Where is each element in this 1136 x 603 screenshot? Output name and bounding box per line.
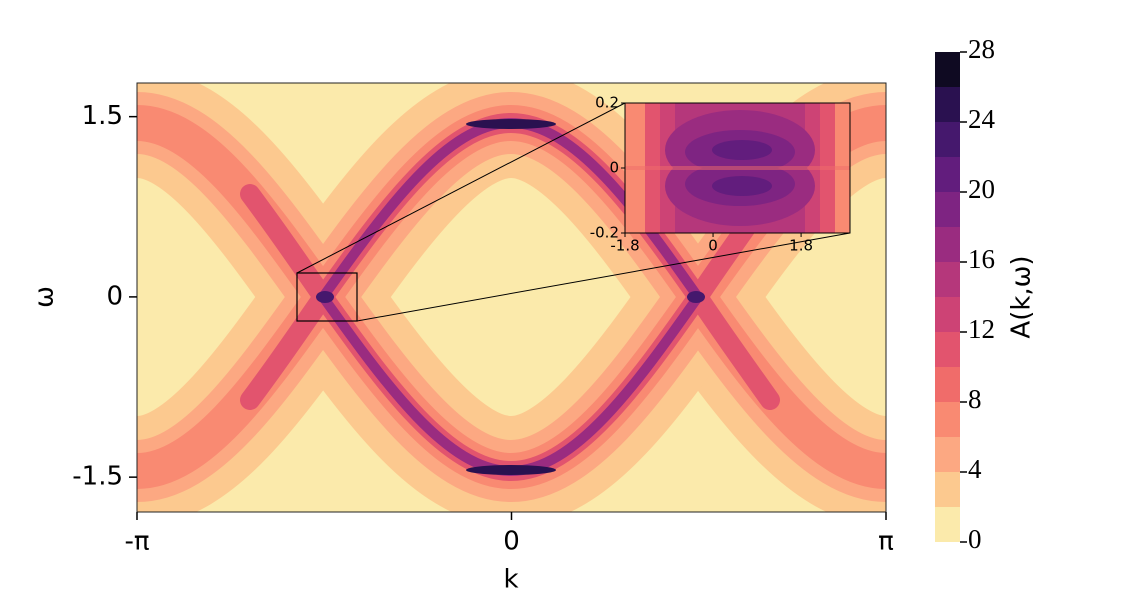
y-tick-label: 1.5	[82, 101, 123, 131]
colorbar-tick-label: 20	[968, 174, 995, 204]
colorbar-band	[935, 52, 960, 87]
inset-heatmap	[625, 103, 850, 233]
colorbar-tick-label: 0	[968, 524, 982, 554]
colorbar-band	[935, 437, 960, 472]
y-axis-label: ω	[30, 286, 60, 308]
y-tick-label: -1.5	[72, 462, 123, 492]
colorbar-tick-label: 8	[968, 384, 982, 414]
colorbar-band	[935, 227, 960, 262]
inset-x-tick-label: 0	[708, 237, 718, 255]
colorbar-tick-label: 28	[968, 34, 995, 64]
colorbar-band	[935, 122, 960, 157]
colorbar-tick-label: 24	[968, 104, 996, 134]
colorbar-band	[935, 367, 960, 402]
colorbar-tick-label: 4	[968, 454, 982, 484]
inset-y-tick-label: -0.2	[590, 224, 619, 242]
colorbar-band	[935, 192, 960, 227]
colorbar-band	[935, 472, 960, 507]
y-tick-label: 0	[106, 281, 123, 311]
colorbar-band	[935, 332, 960, 367]
inset-x-tick-label: -1.8	[610, 237, 639, 255]
colorbar-band	[935, 297, 960, 332]
colorbar-band	[935, 157, 960, 192]
colorbar-tick-label: 12	[968, 314, 995, 344]
x-tick-label: 0	[503, 527, 520, 557]
zoom-connector	[296, 102, 626, 274]
inset-y-tick-label: 0	[609, 159, 619, 177]
x-tick-label: π	[878, 527, 894, 557]
zoom-box	[296, 272, 358, 322]
colorbar-band	[935, 262, 960, 297]
colorbar-tick-label: 16	[968, 244, 995, 274]
colorbar-band	[935, 402, 960, 437]
colorbar-band	[935, 507, 960, 542]
colorbar-label: A(k,ω)	[1007, 255, 1037, 338]
zoom-connector	[356, 232, 851, 322]
x-tick-label: -π	[124, 527, 149, 557]
inset-y-tick-label: 0.2	[595, 94, 619, 112]
colorbar-band	[935, 87, 960, 122]
x-axis-label: k	[503, 565, 518, 595]
inset-x-tick-label: 1.8	[789, 237, 813, 255]
